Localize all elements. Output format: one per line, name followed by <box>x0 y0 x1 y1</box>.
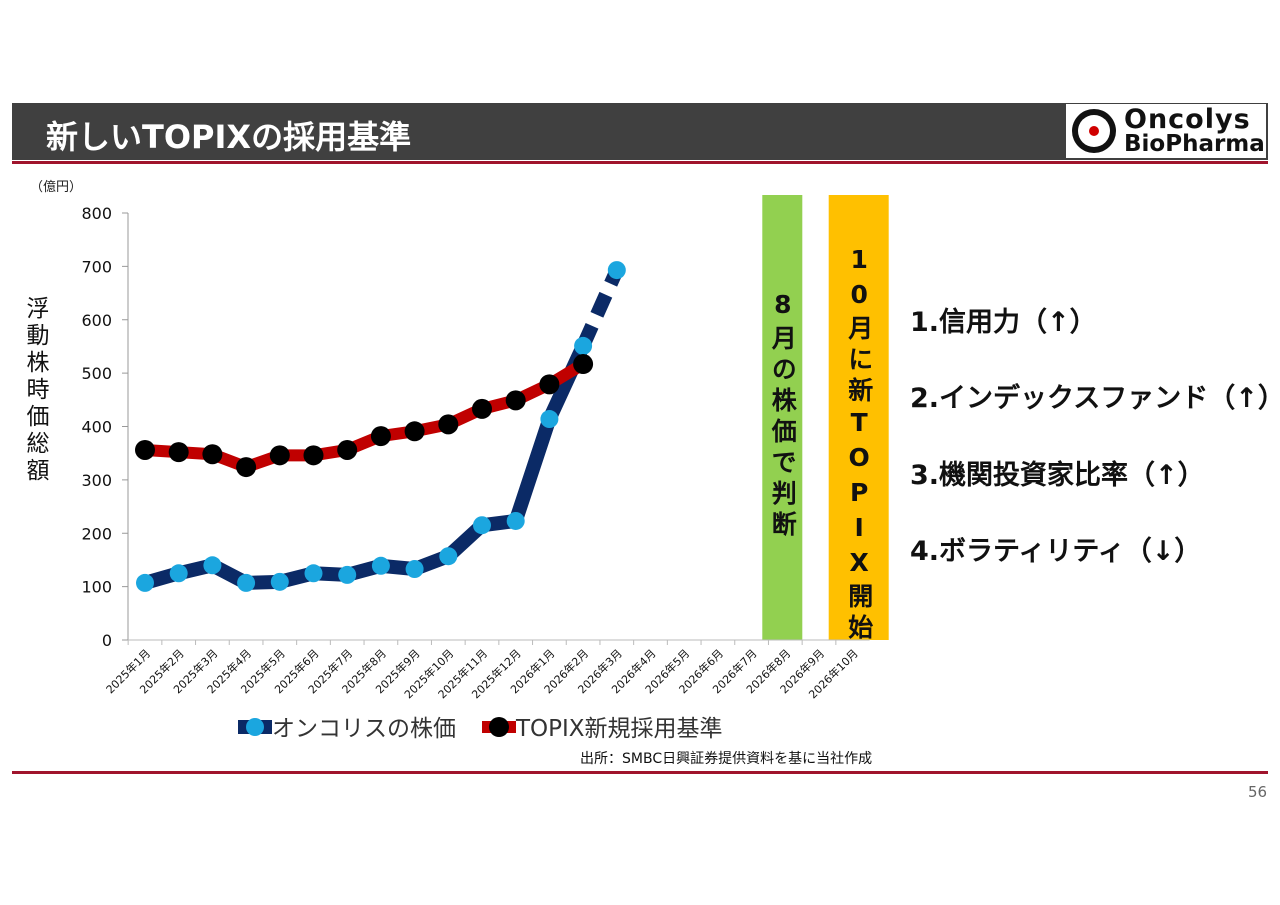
marker <box>405 560 424 579</box>
annotation-band <box>828 195 889 640</box>
y-unit: （億円） <box>30 180 83 195</box>
slide-title: 新しいTOPIXの採用基準 <box>46 118 412 156</box>
marker <box>371 556 390 575</box>
page-number: 56 <box>1248 783 1268 801</box>
annotation-text: 8月の株価で判断 <box>768 290 798 542</box>
annotation-band <box>762 195 803 640</box>
y-tick-label: 300 <box>81 471 112 490</box>
marker <box>439 547 458 566</box>
y-tick-label: 400 <box>81 418 112 437</box>
y-tick-label: 200 <box>81 524 112 543</box>
y-tick-label: 800 <box>81 204 112 223</box>
legend-label: オンコリスの株価 <box>272 716 456 742</box>
marker <box>473 516 491 535</box>
y-axis-title: 浮動株時価総額 <box>22 296 48 485</box>
marker <box>203 556 222 575</box>
series-line-dashed <box>576 267 624 349</box>
marker <box>237 573 256 592</box>
legend-marker <box>246 718 264 736</box>
marker <box>438 414 459 435</box>
criterion: 2.インデックスファンド（↑） <box>910 383 1280 414</box>
marker <box>236 457 257 478</box>
rule <box>12 771 1268 774</box>
marker <box>506 511 525 530</box>
marker <box>304 564 323 583</box>
marker <box>135 439 155 460</box>
marker <box>202 444 223 465</box>
marker <box>168 442 189 463</box>
marker <box>472 398 492 419</box>
marker <box>574 336 593 355</box>
y-tick-label: 700 <box>81 257 112 276</box>
marker <box>540 410 559 429</box>
criterion: 4.ボラティリティ（↓） <box>910 536 1202 567</box>
y-tick-label: 500 <box>81 364 112 383</box>
marker <box>404 421 425 442</box>
source-note: 出所：SMBC日興証券提供資料を基に当社作成 <box>580 751 873 767</box>
y-tick-label: 600 <box>81 311 112 330</box>
y-tick-label: 100 <box>81 578 112 597</box>
header-bar <box>12 103 1268 160</box>
marker <box>573 354 594 375</box>
logo-icon <box>1072 109 1116 153</box>
logo-text: Oncolys <box>1124 104 1251 135</box>
criterion: 1.信用力（↑） <box>910 307 1097 338</box>
logo-box <box>1066 104 1266 158</box>
marker <box>269 445 290 466</box>
legend-label: TOPIX新規採用基準 <box>515 716 723 742</box>
rule <box>12 161 1268 164</box>
marker <box>539 374 560 395</box>
logo-text: BioPharma <box>1124 131 1265 157</box>
marker <box>303 445 324 466</box>
criterion: 3.機関投資家比率（↑） <box>910 460 1205 491</box>
marker <box>169 564 188 583</box>
marker <box>505 390 526 411</box>
series-line <box>143 342 590 590</box>
annotation-text: 10月に新TOPIX開始 <box>844 245 874 645</box>
marker <box>370 426 391 447</box>
marker <box>136 573 154 592</box>
logo-dot <box>1089 126 1099 136</box>
marker <box>337 439 358 460</box>
marker <box>338 565 357 584</box>
legend-marker <box>489 717 509 737</box>
marker <box>607 261 626 280</box>
y-tick-label: 0 <box>102 631 112 650</box>
marker <box>270 572 289 591</box>
